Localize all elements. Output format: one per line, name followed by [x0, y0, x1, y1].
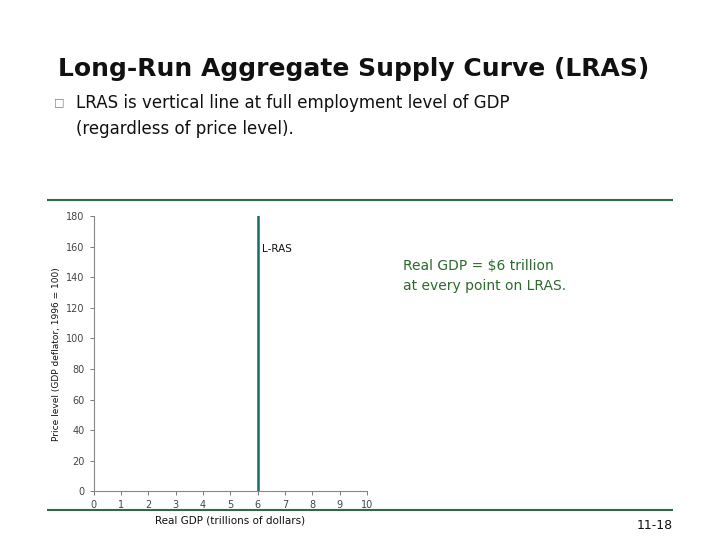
Text: Real GDP = $6 trillion
at every point on LRAS.: Real GDP = $6 trillion at every point on…: [403, 259, 567, 293]
Text: L-RAS: L-RAS: [262, 244, 292, 254]
Text: Long-Run Aggregate Supply Curve (LRAS): Long-Run Aggregate Supply Curve (LRAS): [58, 57, 649, 80]
X-axis label: Real GDP (trillions of dollars): Real GDP (trillions of dollars): [156, 516, 305, 526]
Text: LRAS is vertical line at full employment level of GDP
(regardless of price level: LRAS is vertical line at full employment…: [76, 94, 509, 138]
Text: □: □: [54, 97, 65, 107]
Text: 11-18: 11-18: [637, 519, 673, 532]
Y-axis label: Price level (GDP deflator, 1996 = 100): Price level (GDP deflator, 1996 = 100): [52, 267, 60, 441]
